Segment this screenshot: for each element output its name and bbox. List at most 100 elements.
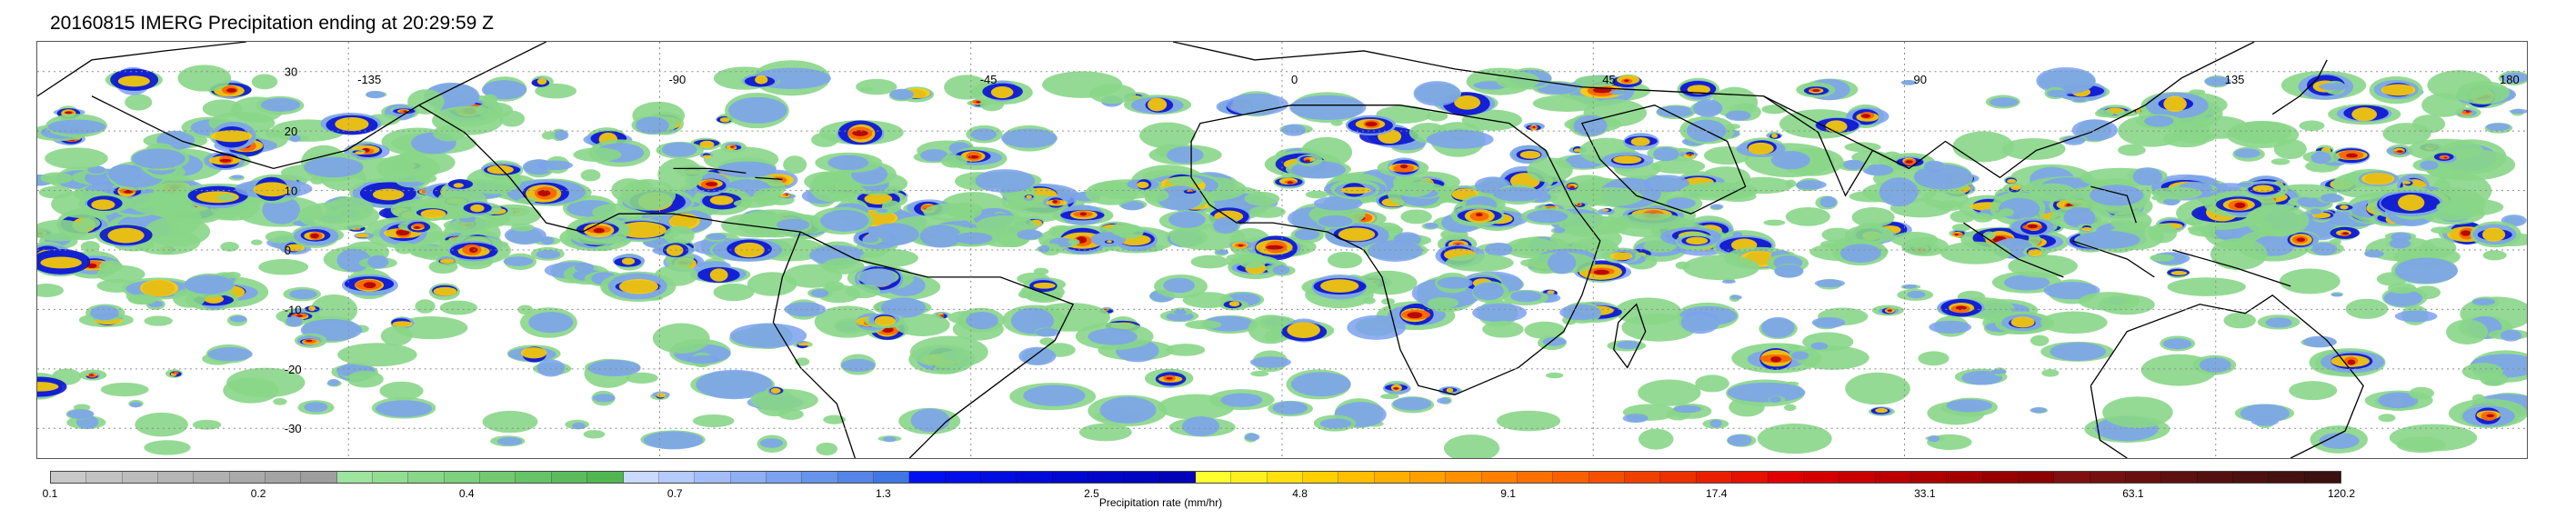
precip-cell bbox=[783, 264, 843, 288]
precip-cell bbox=[729, 323, 807, 348]
precip-cell bbox=[468, 246, 478, 254]
precip-cell bbox=[258, 259, 309, 275]
precip-cell bbox=[1879, 177, 1919, 207]
precip-cell bbox=[1443, 434, 1500, 458]
precip-cell bbox=[1148, 97, 1168, 112]
precip-cell bbox=[2402, 180, 2411, 185]
precip-cell bbox=[840, 358, 876, 373]
colorbar-swatch bbox=[1124, 472, 1160, 483]
madagascar-coast bbox=[1613, 303, 1647, 369]
precip-cell bbox=[820, 209, 869, 232]
colorbar-swatch bbox=[1875, 472, 1911, 483]
precip-cell bbox=[2509, 108, 2527, 115]
precip-cell bbox=[2252, 185, 2274, 193]
precip-cell bbox=[2486, 414, 2495, 418]
colorbar-swatch bbox=[945, 472, 981, 483]
precip-cell bbox=[1228, 301, 1240, 307]
precip-cell bbox=[1010, 307, 1055, 334]
precip-cell bbox=[1368, 240, 1423, 262]
colorbar-tick-label: 63.1 bbox=[2122, 487, 2144, 500]
colorbar-swatch bbox=[86, 472, 123, 483]
precip-cell bbox=[2001, 137, 2066, 161]
precip-cell bbox=[1340, 186, 1371, 195]
precip-cell bbox=[2040, 311, 2108, 334]
precip-cell bbox=[621, 257, 636, 265]
graticule bbox=[37, 42, 2527, 458]
colorbar-tick-label: 0.7 bbox=[667, 487, 683, 500]
precip-cell bbox=[976, 215, 1037, 236]
colorbar-tick-label: 33.1 bbox=[1914, 487, 1936, 500]
precip-cell bbox=[2010, 316, 2035, 328]
precip-cell bbox=[1139, 122, 1196, 149]
precip-cell bbox=[709, 268, 728, 282]
precip-cell bbox=[2471, 394, 2485, 404]
precip-cell bbox=[883, 436, 897, 443]
precip-cell bbox=[482, 410, 538, 434]
precip-cell bbox=[709, 195, 734, 205]
precip-cell bbox=[2383, 289, 2423, 307]
colorbar-swatch bbox=[1303, 472, 1339, 483]
precip-cell bbox=[107, 227, 145, 244]
precip-cell bbox=[877, 208, 888, 214]
precip-cell bbox=[1110, 222, 1137, 236]
precip-cell bbox=[1527, 157, 1573, 183]
precip-cell bbox=[363, 282, 376, 289]
precip-cell bbox=[990, 86, 1014, 99]
precip-cell bbox=[2351, 107, 2378, 122]
precip-cell bbox=[1821, 227, 1853, 242]
precip-cell bbox=[702, 155, 712, 159]
precip-cell bbox=[1526, 210, 1569, 224]
colorbar-swatch bbox=[336, 472, 374, 483]
colorbar-swatch bbox=[1660, 472, 1697, 483]
precip-cell bbox=[1553, 227, 1566, 234]
longitude-label: 180 bbox=[2500, 73, 2520, 86]
precip-cell bbox=[2431, 226, 2452, 235]
precip-cell bbox=[37, 219, 89, 242]
colorbar-swatch bbox=[480, 472, 516, 483]
colorbar-swatch bbox=[837, 472, 874, 483]
precip-cell bbox=[2163, 197, 2180, 206]
precip-cell bbox=[729, 145, 735, 148]
precip-cell bbox=[620, 178, 677, 211]
precip-cell bbox=[1721, 279, 1736, 284]
precip-cell bbox=[2299, 120, 2325, 132]
precip-cell bbox=[2170, 271, 2188, 275]
precip-cell bbox=[2199, 357, 2231, 373]
precip-cell bbox=[852, 130, 868, 136]
precip-cell bbox=[1810, 342, 1829, 350]
precip-cell bbox=[1973, 213, 1993, 223]
precip-cell bbox=[2481, 227, 2506, 242]
precip-cell bbox=[1682, 255, 1760, 281]
precip-cell bbox=[967, 155, 979, 159]
colorbar-tick-label: 4.8 bbox=[1292, 487, 1308, 500]
precip-cell bbox=[2204, 76, 2231, 86]
precip-cell bbox=[2302, 335, 2337, 348]
precip-cell bbox=[643, 431, 704, 450]
precip-cell bbox=[1709, 419, 1722, 428]
precip-cell bbox=[728, 96, 787, 124]
precip-cell bbox=[1825, 120, 1848, 133]
precip-cell bbox=[1796, 345, 1869, 370]
colorbar-swatch bbox=[408, 472, 445, 483]
precip-cell bbox=[1616, 340, 1640, 350]
precip-cell bbox=[940, 314, 944, 316]
precip-cell bbox=[1843, 159, 1865, 170]
precip-cell bbox=[1472, 303, 1528, 323]
precip-cell bbox=[253, 182, 291, 197]
precip-cell bbox=[1732, 176, 1793, 195]
precip-cell bbox=[721, 213, 792, 238]
longitude-label: -90 bbox=[668, 73, 686, 86]
precip-cell bbox=[1185, 320, 1222, 330]
precip-cell bbox=[376, 154, 440, 183]
precip-cell bbox=[859, 248, 918, 268]
precip-cell bbox=[910, 408, 950, 433]
precip-cell bbox=[1790, 351, 1809, 360]
precip-cell bbox=[286, 315, 303, 327]
precip-cell bbox=[2436, 198, 2504, 216]
precip-cell bbox=[144, 216, 211, 247]
precip-cell bbox=[1320, 279, 1359, 293]
precip-cell bbox=[2265, 317, 2292, 328]
precip-cell bbox=[453, 183, 465, 188]
precip-cell bbox=[226, 88, 237, 93]
precip-cell bbox=[706, 182, 718, 186]
